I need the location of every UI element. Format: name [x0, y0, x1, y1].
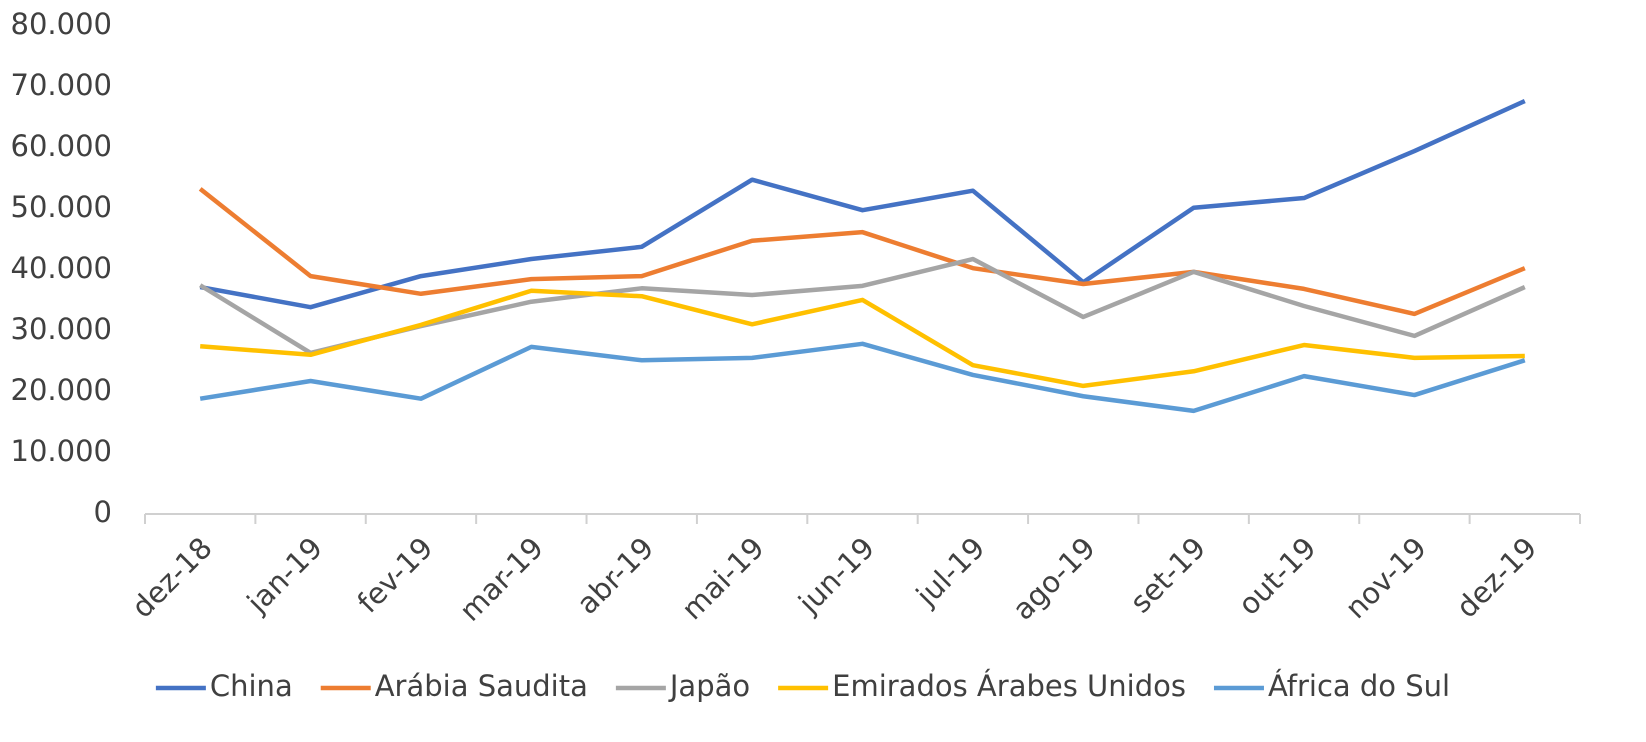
- legend-label: China: [210, 669, 293, 703]
- x-tick-label: abr-19: [570, 531, 660, 621]
- y-tick-label: 20.000: [11, 373, 112, 407]
- x-tick-label: out-19: [1232, 531, 1323, 622]
- x-tick-label: ago-19: [1006, 531, 1102, 627]
- y-tick-label: 80.000: [11, 7, 112, 41]
- legend-label: Japão: [668, 669, 750, 703]
- y-tick-label: 60.000: [11, 129, 112, 163]
- x-tick-label: dez-19: [1449, 531, 1543, 625]
- series-line: [199, 256, 1526, 356]
- x-tick-label: jun-19: [791, 531, 881, 621]
- y-tick-label: 40.000: [11, 251, 112, 285]
- x-tick-label: nov-19: [1338, 531, 1433, 626]
- x-tick-label: jul-19: [909, 531, 992, 614]
- legend-label: África do Sul: [1268, 669, 1450, 703]
- y-tick-label: 50.000: [11, 190, 112, 224]
- legend-label: Emirados Árabes Unidos: [832, 669, 1186, 703]
- series-line: [200, 288, 1525, 389]
- series-line: [199, 341, 1526, 414]
- x-tick-label: dez-18: [125, 531, 219, 625]
- series-line: [199, 98, 1526, 310]
- x-tick-label: mai-19: [675, 531, 771, 627]
- series-line: [198, 187, 1526, 317]
- x-tick-label: fev-19: [351, 531, 440, 620]
- y-tick-label: 30.000: [11, 312, 112, 346]
- legend-label: Arábia Saudita: [375, 669, 588, 703]
- y-tick-label: 70.000: [11, 68, 112, 102]
- x-tick-label: jan-19: [240, 531, 330, 621]
- y-tick-label: 0: [94, 495, 112, 529]
- x-tick-label: mar-19: [453, 531, 550, 628]
- y-tick-label: 10.000: [11, 434, 112, 468]
- legend: China Arábia Saudita Japão Emirados Árabes …: [155, 669, 1450, 703]
- x-tick-label: set-19: [1123, 531, 1212, 620]
